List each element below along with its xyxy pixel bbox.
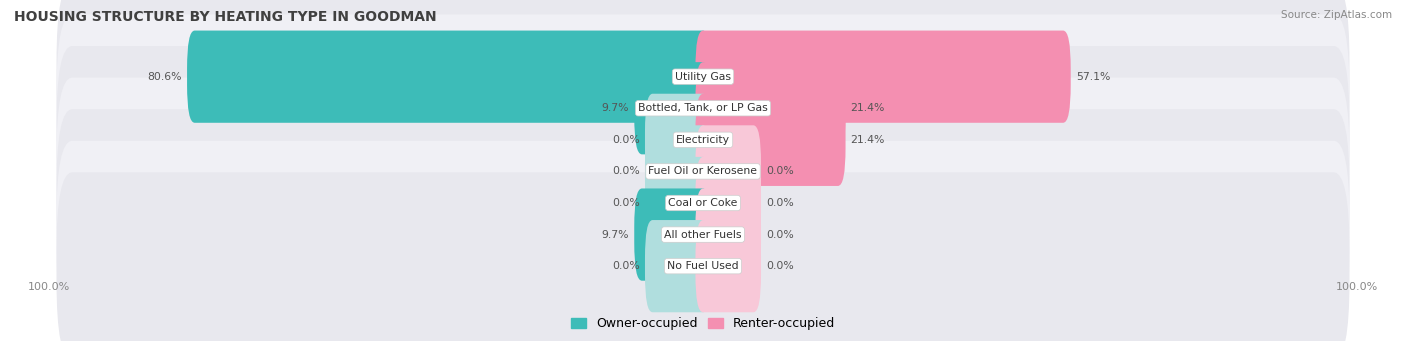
Text: 0.0%: 0.0% [612,135,640,145]
FancyBboxPatch shape [56,14,1350,202]
FancyBboxPatch shape [56,172,1350,341]
Legend: Owner-occupied, Renter-occupied: Owner-occupied, Renter-occupied [567,312,839,335]
FancyBboxPatch shape [696,220,761,312]
FancyBboxPatch shape [696,62,845,154]
Text: Bottled, Tank, or LP Gas: Bottled, Tank, or LP Gas [638,103,768,113]
FancyBboxPatch shape [56,0,1350,170]
FancyBboxPatch shape [696,125,761,218]
FancyBboxPatch shape [56,141,1350,328]
Text: 0.0%: 0.0% [612,198,640,208]
FancyBboxPatch shape [696,31,1071,123]
FancyBboxPatch shape [696,189,761,281]
FancyBboxPatch shape [634,62,710,154]
Text: 0.0%: 0.0% [766,229,794,240]
Text: 57.1%: 57.1% [1076,72,1111,81]
FancyBboxPatch shape [645,94,710,186]
FancyBboxPatch shape [56,46,1350,234]
FancyBboxPatch shape [696,157,761,249]
FancyBboxPatch shape [634,189,710,281]
Text: 21.4%: 21.4% [851,103,884,113]
Text: Source: ZipAtlas.com: Source: ZipAtlas.com [1281,10,1392,20]
Text: 100.0%: 100.0% [28,282,70,292]
FancyBboxPatch shape [645,220,710,312]
Text: Fuel Oil or Kerosene: Fuel Oil or Kerosene [648,166,758,176]
FancyBboxPatch shape [56,109,1350,297]
Text: No Fuel Used: No Fuel Used [668,261,738,271]
FancyBboxPatch shape [696,94,845,186]
Text: 21.4%: 21.4% [851,135,884,145]
Text: Electricity: Electricity [676,135,730,145]
FancyBboxPatch shape [645,125,710,218]
Text: 80.6%: 80.6% [148,72,181,81]
FancyBboxPatch shape [187,31,710,123]
Text: 0.0%: 0.0% [766,261,794,271]
FancyBboxPatch shape [645,157,710,249]
Text: 0.0%: 0.0% [766,166,794,176]
Text: HOUSING STRUCTURE BY HEATING TYPE IN GOODMAN: HOUSING STRUCTURE BY HEATING TYPE IN GOO… [14,10,437,24]
Text: 0.0%: 0.0% [766,198,794,208]
FancyBboxPatch shape [56,78,1350,265]
Text: 9.7%: 9.7% [602,103,630,113]
Text: 0.0%: 0.0% [612,261,640,271]
Text: 9.7%: 9.7% [602,229,630,240]
Text: 0.0%: 0.0% [612,166,640,176]
Text: Coal or Coke: Coal or Coke [668,198,738,208]
Text: All other Fuels: All other Fuels [664,229,742,240]
Text: 100.0%: 100.0% [1336,282,1378,292]
Text: Utility Gas: Utility Gas [675,72,731,81]
